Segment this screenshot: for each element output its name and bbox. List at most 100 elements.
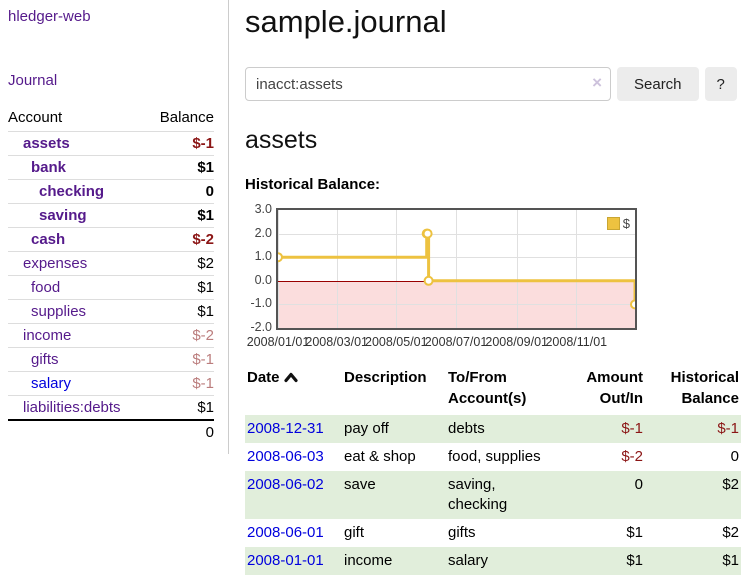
- account-balance: $1: [147, 156, 214, 180]
- register-column-date[interactable]: Date: [245, 365, 342, 415]
- account-tree: Account Balance assets $-1 bank $1 checking 0…: [8, 107, 214, 444]
- transaction-description: gift: [342, 519, 446, 547]
- account-link[interactable]: income: [23, 327, 71, 344]
- page: hledger-web Journal Account Balance asse…: [0, 0, 742, 575]
- transaction-row: 2008-06-01giftgifts$1$2: [245, 519, 741, 547]
- app-title-link[interactable]: hledger-web: [8, 8, 91, 25]
- transaction-amount: $-2: [558, 443, 645, 471]
- account-tree-body: assets $-1 bank $1 checking 0 saving $1 cash $-2 e…: [8, 132, 214, 421]
- account-balance: $1: [147, 396, 214, 421]
- account-link[interactable]: supplies: [31, 303, 86, 320]
- account-link[interactable]: assets: [23, 135, 70, 152]
- historical-balance-chart: $ 3.02.01.00.0-1.0-2.02008/01/012008/03/…: [245, 204, 741, 350]
- x-axis-tick-label: 2008/07/01: [421, 335, 491, 349]
- transaction-date-link[interactable]: 2008-06-02: [247, 476, 324, 493]
- help-button[interactable]: ?: [705, 67, 737, 101]
- account-balance: 0: [147, 180, 214, 204]
- account-row: checking 0: [8, 180, 214, 204]
- account-row: supplies$1: [8, 300, 214, 324]
- account-balance: $1: [147, 276, 214, 300]
- chart-plot-inner: [278, 210, 635, 328]
- account-link[interactable]: liabilities:debts: [23, 399, 121, 416]
- account-balance: $-1: [147, 372, 214, 396]
- register-column-description: Description: [342, 365, 446, 415]
- transaction-description: eat & shop: [342, 443, 446, 471]
- transaction-balance: $2: [645, 471, 741, 519]
- transaction-accounts: salary: [446, 547, 558, 575]
- transaction-amount: 0: [558, 471, 645, 519]
- chart-legend: $: [607, 216, 630, 231]
- search-form: × Search ?: [245, 67, 741, 101]
- account-total-balance: 0: [147, 420, 214, 444]
- transaction-description: pay off: [342, 415, 446, 443]
- account-total-row: 0: [8, 420, 214, 444]
- chart-plot-area: $: [276, 208, 637, 330]
- register-column-amount: Amount Out/In: [558, 365, 645, 415]
- account-row: gifts $-1: [8, 348, 214, 372]
- account-row: liabilities:debts $1: [8, 396, 214, 421]
- main-content: sample.journal × Search ? assets Histori…: [229, 0, 742, 575]
- sort-ascending-icon: [284, 368, 298, 389]
- y-axis-tick-label: -2.0: [245, 320, 272, 334]
- sidebar-item-journal[interactable]: Journal: [8, 72, 57, 89]
- account-link[interactable]: salary: [31, 375, 71, 392]
- register-column-accounts: To/From Account(s): [446, 365, 558, 415]
- transaction-date-link[interactable]: 2008-06-03: [247, 448, 324, 465]
- data-point-marker: [276, 253, 282, 261]
- transaction-balance: $1: [645, 547, 741, 575]
- account-balance: $-1: [147, 348, 214, 372]
- legend-label: $: [623, 216, 630, 231]
- account-link[interactable]: gifts: [31, 351, 59, 368]
- transaction-date-link[interactable]: 2008-12-31: [247, 420, 324, 437]
- transaction-row: 2008-06-02savesaving, checking0$2: [245, 471, 741, 519]
- transaction-accounts: food, supplies: [446, 443, 558, 471]
- transaction-row: 2008-06-03 eat & shopfood, supplies$-20: [245, 443, 741, 471]
- search-button[interactable]: Search: [617, 67, 699, 101]
- account-link[interactable]: expenses: [23, 255, 87, 272]
- account-link[interactable]: bank: [31, 159, 66, 176]
- register-column-balance: Historical Balance: [645, 365, 741, 415]
- transaction-row: 2008-12-31pay offdebts$-1$-1: [245, 415, 741, 443]
- transaction-accounts: debts: [446, 415, 558, 443]
- search-input[interactable]: [245, 67, 611, 101]
- y-axis-tick-label: 3.0: [245, 202, 272, 216]
- date-column-label: Date: [247, 369, 280, 386]
- legend-swatch: [607, 217, 620, 230]
- account-column-header: Account: [8, 107, 147, 132]
- account-link[interactable]: saving: [39, 207, 87, 224]
- account-row: income $-2: [8, 324, 214, 348]
- account-link[interactable]: checking: [39, 183, 104, 200]
- account-balance: $-2: [147, 228, 214, 252]
- transaction-balance: $2: [645, 519, 741, 547]
- transaction-amount: $-1: [558, 415, 645, 443]
- transaction-date-link[interactable]: 2008-01-01: [247, 552, 324, 569]
- account-row: food $1: [8, 276, 214, 300]
- balance-column-header: Balance: [147, 107, 214, 132]
- transaction-row: 2008-01-01incomesalary$1$1: [245, 547, 741, 575]
- transaction-balance: 0: [645, 443, 741, 471]
- account-balance: $-1: [147, 132, 214, 156]
- register-header-row: Date Description To/From Account(s) Amou…: [245, 365, 741, 415]
- transaction-amount: $1: [558, 547, 645, 575]
- account-row: assets $-1: [8, 132, 214, 156]
- account-link[interactable]: food: [31, 279, 60, 296]
- account-row: salary $-1: [8, 372, 214, 396]
- clear-search-icon[interactable]: ×: [592, 74, 602, 92]
- account-row: cash $-2: [8, 228, 214, 252]
- x-axis-tick-label: 2008/11/01: [541, 335, 611, 349]
- sidebar: hledger-web Journal Account Balance asse…: [0, 0, 229, 454]
- data-point-marker: [631, 300, 637, 308]
- transaction-balance: $-1: [645, 415, 741, 443]
- account-tree-header: Account Balance: [8, 107, 214, 132]
- balance-step-line: [278, 234, 635, 305]
- page-title: sample.journal: [245, 4, 741, 40]
- transaction-date-link[interactable]: 2008-06-01: [247, 524, 324, 541]
- account-link[interactable]: cash: [31, 231, 65, 248]
- account-balance: $-2: [147, 324, 214, 348]
- balance-line-series: [278, 210, 635, 328]
- data-point-marker: [424, 230, 432, 238]
- account-balance: $1: [147, 204, 214, 228]
- account-title: assets: [245, 126, 741, 155]
- register-table: Date Description To/From Account(s) Amou…: [245, 365, 741, 575]
- register-body: 2008-12-31pay offdebts$-1$-12008-06-03ea…: [245, 415, 741, 575]
